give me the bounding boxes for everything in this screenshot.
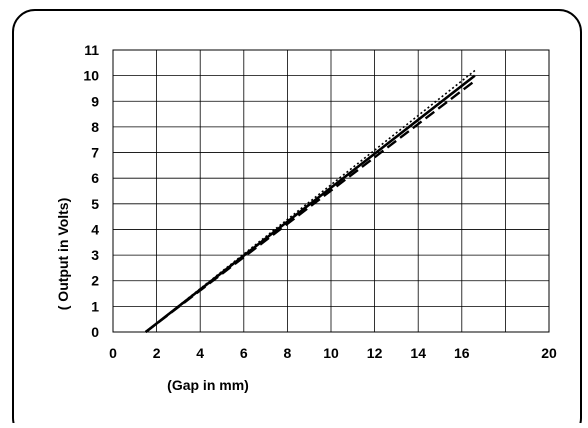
- y-tick-label: 4: [91, 221, 99, 237]
- y-tick-label: 2: [91, 273, 99, 289]
- x-tick-label: 16: [454, 345, 470, 361]
- series-group: [144, 69, 476, 334]
- y-tick-label: 7: [91, 145, 99, 161]
- y-axis-title: ( Output in Volts): [55, 198, 71, 311]
- x-axis-title: (Gap in mm): [167, 377, 249, 393]
- x-tick-label: 4: [196, 345, 204, 361]
- y-tick-label: 0: [91, 324, 99, 340]
- x-tick-label: 10: [323, 345, 339, 361]
- x-tick-label: 14: [410, 345, 426, 361]
- y-tick-labels: 0 1 2 3 4 5 6 7 8 9 10 11: [83, 42, 99, 340]
- series-line-dashed: [144, 79, 476, 333]
- y-tick-label: 9: [91, 93, 99, 109]
- y-tick-label: 5: [91, 196, 99, 212]
- x-tick-label: 6: [240, 345, 248, 361]
- x-tick-label: 20: [541, 345, 557, 361]
- y-tick-label: 10: [83, 68, 99, 84]
- y-tick-label: 11: [84, 42, 99, 58]
- x-tick-label: 0: [109, 345, 117, 361]
- x-tick-label: 8: [284, 345, 292, 361]
- y-tick-label: 8: [91, 119, 99, 135]
- x-tick-labels: 0 2 4 6 8 10 12 14 16 20: [109, 345, 557, 361]
- y-tick-label: 3: [91, 247, 99, 263]
- x-tick-label: 2: [153, 345, 161, 361]
- y-tick-label: 6: [91, 170, 99, 186]
- y-tick-label: 1: [91, 298, 99, 314]
- grid-lines: [113, 50, 549, 332]
- x-tick-label: 12: [367, 345, 383, 361]
